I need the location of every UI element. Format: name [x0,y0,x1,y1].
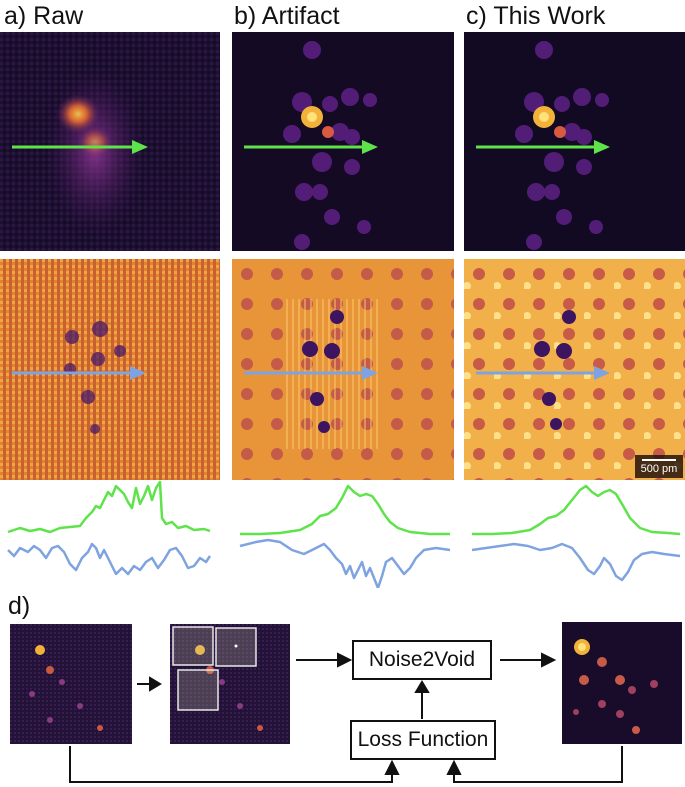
profile-plots [7,480,681,588]
this-work-phase-image: 500 pm [464,259,685,480]
noise2void-box: Noise2Void [352,640,492,680]
this-work-green-arrow [476,140,610,154]
diagram-masked-image [170,624,290,744]
raw-blue-arrow [12,366,146,380]
loss-function-box: Loss Function [350,720,496,760]
panel-label-b: b) Artifact [234,2,340,30]
diagram-output-image [562,622,682,744]
raw-intensity-image [0,32,220,251]
raw-green-profile [7,480,211,534]
this-work-green-profile [472,484,681,536]
artifact-blue-arrow [244,366,378,380]
this-work-intensity-image [464,32,685,251]
raw-phase-image [0,259,220,480]
mask-patches [172,626,257,711]
scale-bar-label: 500 pm [640,462,678,475]
this-work-blue-arrow [476,366,610,380]
raw-green-arrow [12,140,148,154]
artifact-green-arrow [244,140,378,154]
artifact-green-profile [240,484,450,536]
artifact-blue-profile [239,538,451,588]
diagram-input-image [10,624,132,744]
scale-bar: 500 pm [635,455,683,478]
panel-label-d: d) [8,592,31,620]
scale-bar-line [642,458,676,461]
this-work-blue-profile [471,542,681,582]
artifact-intensity-image [232,32,454,251]
artifact-phase-image [232,259,454,480]
panel-label-c: c) This Work [466,2,606,30]
diagram-arrows [69,652,623,783]
panel-label-a: a) Raw [4,2,84,30]
raw-blue-profile [7,542,212,576]
